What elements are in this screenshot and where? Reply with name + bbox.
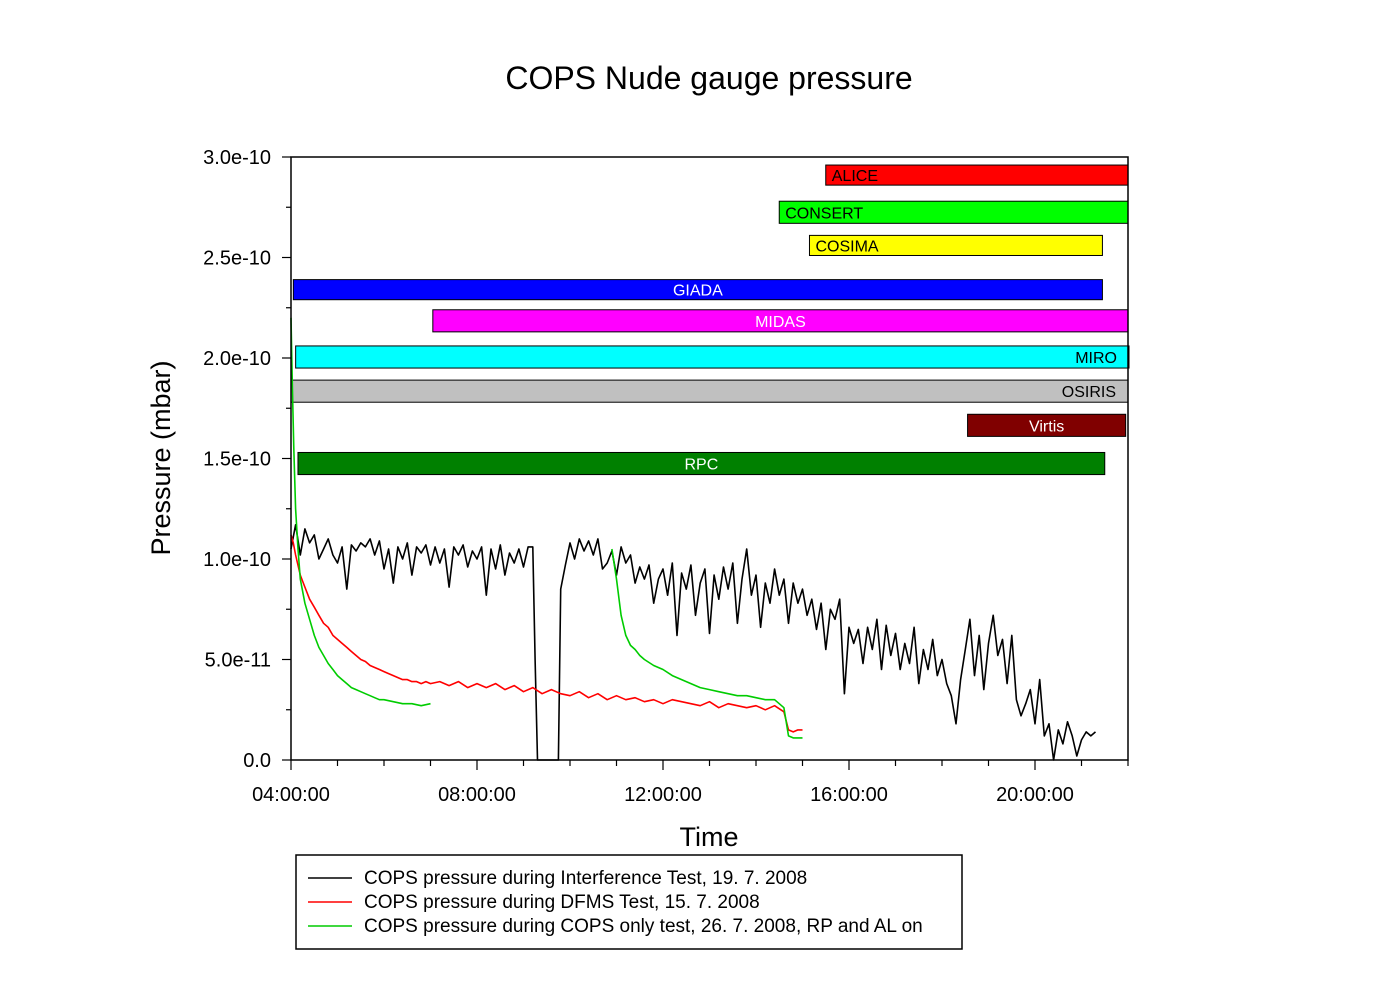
series-line-interference	[290, 524, 1097, 761]
instrument-bars: ALICE CONSERT COSIMA GIADA MIDAS MIRO OSIRIS Vi…	[290, 164, 1130, 476]
y-axis: 0.0 5.0e-11 1.0e-10 1.5e-10 2.0e-10 2.5e-10 3.…	[203, 147, 291, 772]
instrument-bar-osiris	[290, 379, 1129, 403]
instrument-bar-label-midas: MIDAS	[755, 314, 806, 331]
series-lines	[290, 317, 1097, 761]
instrument-bar-rpc	[297, 451, 1106, 476]
x-tick-label: 04:00:00	[252, 784, 330, 806]
x-tick-label: 08:00:00	[438, 784, 516, 806]
instrument-bar-label-rpc: RPC	[684, 457, 718, 474]
y-tick-label: 1.0e-10	[203, 549, 271, 571]
x-tick-label: 12:00:00	[624, 784, 702, 806]
y-tick-label: 3.0e-10	[203, 147, 271, 169]
x-axis: 04:00:00 08:00:00 12:00:00 16:00:00 20:00:00	[252, 760, 1129, 806]
instrument-bar-label-virtis: Virtis	[1029, 418, 1064, 435]
y-axis-title: Pressure (mbar)	[146, 360, 176, 555]
series-line-cops-only	[290, 317, 803, 739]
x-tick-label: 16:00:00	[810, 784, 888, 806]
instrument-bar-label-miro: MIRO	[1075, 350, 1117, 367]
legend-label-cops-only: COPS pressure during COPS only test, 26.…	[364, 916, 923, 937]
x-axis-title: Time	[680, 822, 739, 852]
legend-label-dfms: COPS pressure during DFMS Test, 15. 7. 2…	[364, 892, 760, 913]
instrument-bar-label-alice: ALICE	[832, 168, 878, 185]
instrument-bar-label-cosima: COSIMA	[815, 238, 878, 255]
chart-title: COPS Nude gauge pressure	[505, 60, 912, 96]
y-tick-label: 1.5e-10	[203, 449, 271, 471]
legend-box	[295, 854, 963, 950]
y-tick-label: 5.0e-11	[205, 650, 271, 672]
y-tick-label: 2.0e-10	[203, 348, 271, 370]
series-line-dfms	[290, 534, 803, 733]
instrument-bar-label-consert: CONSERT	[785, 205, 863, 222]
y-tick-label: 0.0	[243, 750, 271, 772]
instrument-bar-virtis	[967, 413, 1127, 437]
instrument-bar-giada	[292, 279, 1103, 301]
instrument-bar-label-giada: GIADA	[673, 283, 723, 300]
y-tick-label: 2.5e-10	[203, 248, 271, 270]
x-tick-label: 20:00:00	[996, 784, 1074, 806]
instrument-bar-label-osiris: OSIRIS	[1062, 384, 1116, 401]
legend-label-interference: COPS pressure during Interference Test, …	[364, 868, 807, 889]
instrument-bar-cosima	[808, 234, 1103, 256]
instrument-bar-miro	[295, 345, 1130, 369]
legend: COPS pressure during Interference Test, …	[295, 854, 963, 950]
